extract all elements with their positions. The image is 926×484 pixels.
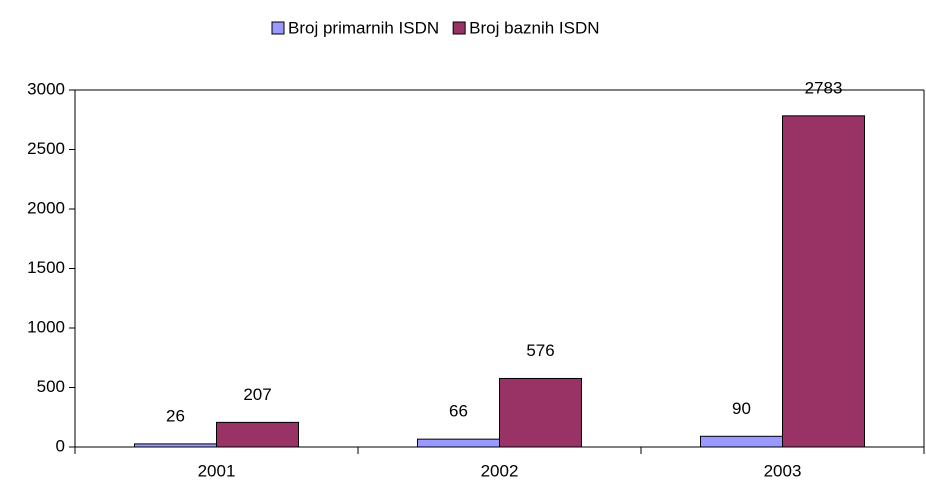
bar [499, 377, 582, 448]
legend-label: Broj primarnih ISDN [288, 18, 439, 37]
legend-swatch [271, 21, 285, 35]
y-tick-label: 3000 [27, 79, 65, 98]
value-label: 576 [526, 341, 554, 360]
value-label: 26 [166, 406, 185, 425]
value-label: 2783 [805, 78, 843, 97]
y-tick-label: 1500 [27, 258, 65, 277]
x-tick-label: 2003 [764, 461, 802, 480]
legend-swatch [452, 21, 466, 35]
bar [782, 115, 865, 448]
legend-label: Broj baznih ISDN [469, 18, 599, 37]
y-tick-label: 2500 [27, 139, 65, 158]
value-label: 207 [243, 385, 271, 404]
bar [216, 421, 299, 448]
y-tick-label: 2000 [27, 198, 65, 217]
y-tick-label: 1000 [27, 317, 65, 336]
value-label: 66 [449, 402, 468, 421]
bar [700, 435, 783, 448]
x-tick-label: 2002 [481, 461, 519, 480]
value-label: 90 [732, 399, 751, 418]
y-tick-label: 0 [56, 436, 65, 455]
x-tick-label: 2001 [198, 461, 236, 480]
bar [134, 443, 217, 448]
y-tick-label: 500 [37, 377, 65, 396]
bar [417, 438, 500, 448]
